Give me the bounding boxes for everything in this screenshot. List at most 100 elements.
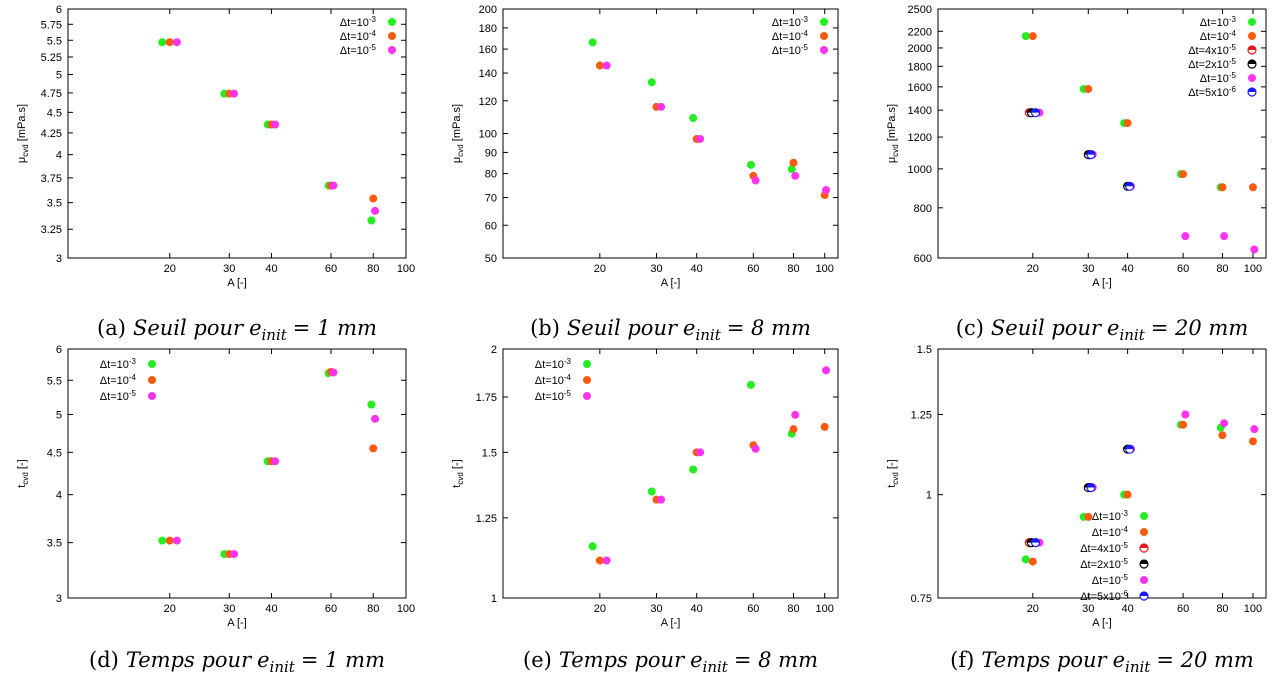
y-tick-label: 1.25: [476, 513, 497, 525]
data-point: [165, 38, 174, 47]
y-tick-label: 180: [479, 23, 497, 35]
legend-label: Δt=5x10-6: [1080, 589, 1128, 603]
y-tick-label: 3.25: [41, 224, 62, 236]
data-point: [230, 550, 239, 559]
y-tick-label: 5.75: [41, 19, 62, 31]
y-axis-label: μcvd [mPa.s]: [16, 104, 30, 163]
data-point: [230, 89, 239, 98]
chart-panel-f: 20 30 40 60 80 100 0.75 1 1.25 1.5 A [-] tcvd [-] Δt…: [886, 344, 1267, 676]
legend-label: Δt=10-5: [772, 43, 809, 57]
x-tick-label: 80: [1216, 603, 1228, 615]
legend-marker: [583, 360, 591, 368]
x-tick-label: 20: [594, 263, 606, 275]
y-tick-label: 1400: [908, 105, 932, 117]
x-tick-label: 60: [1177, 263, 1189, 275]
legend: Δt=10-3Δt=10-4Δt=10-5: [772, 15, 828, 57]
legend-label: Δt=10-5: [1092, 573, 1129, 587]
y-tick-label: 1000: [908, 164, 932, 176]
x-tick-label: 40: [691, 603, 703, 615]
legend-marker: [1139, 559, 1149, 569]
y-tick-label: 100: [479, 129, 497, 141]
data-point: [1084, 512, 1093, 521]
y-axis-label: μcvd [mPa.s]: [886, 104, 900, 163]
legend: Δt=10-3 Δt=10-4 Δt=4x10-5 Δt=2x10-5 Δt=10-5 Δ…: [1080, 509, 1149, 603]
legend-marker: [1247, 45, 1257, 55]
x-tick-label: 20: [594, 603, 606, 615]
panel-caption: (e) Temps pour einit = 8 mm: [523, 648, 818, 676]
legend-marker: [148, 392, 156, 400]
data-point: [1030, 538, 1041, 548]
legend-marker: [1139, 591, 1149, 601]
chart-panel-e: 20 30 40 60 80 100 1 1.25 1.5 1.75 2 A [-] tcvd [-] Δ…: [451, 344, 839, 676]
legend: Δt=10-3Δt=10-4Δt=10-5: [100, 357, 156, 403]
data-point: [172, 38, 181, 47]
data-point: [1086, 150, 1096, 160]
data-point: [271, 457, 280, 466]
y-tick-label: 6: [56, 344, 62, 356]
y-tick-label: 2: [491, 344, 497, 356]
data-point: [588, 542, 597, 551]
y-tick-label: 1800: [908, 61, 932, 73]
x-tick-label: 100: [816, 603, 834, 615]
y-tick-label: 4.25: [41, 128, 62, 140]
x-axis-label: A [-]: [661, 617, 681, 629]
y-tick-label: 2000: [908, 43, 932, 55]
data-point: [1123, 490, 1132, 499]
legend-marker: [1248, 18, 1256, 26]
x-tick-label: 100: [397, 263, 415, 275]
y-tick-label: 4.5: [47, 447, 62, 459]
legend-label: Δt=10-4: [100, 373, 137, 387]
chart-panel-c: 20 30 40 60 80 100 600 800 1000 1200 1400 1600 1800 2…: [886, 4, 1267, 344]
data-point: [165, 536, 174, 545]
x-tick-label: 20: [1027, 263, 1039, 275]
legend-label: Δt=10-4: [1092, 525, 1129, 539]
data-point: [791, 410, 800, 419]
legend-label: Δt=10-4: [535, 373, 572, 387]
data-point: [1218, 183, 1227, 192]
data-point: [657, 495, 666, 504]
legend-label: Δt=10-5: [535, 389, 572, 403]
legend-label: Δt=10-3: [1200, 15, 1237, 29]
data-point: [647, 487, 656, 496]
x-tick-label: 100: [1244, 263, 1262, 275]
x-tick-label: 80: [787, 263, 799, 275]
data-point: [746, 380, 755, 389]
data-point: [595, 61, 604, 70]
data-point: [1086, 482, 1096, 493]
y-tick-label: 1.5: [917, 344, 932, 356]
y-tick-label: 800: [914, 203, 932, 215]
y-tick-label: 120: [479, 96, 497, 108]
chart-panel-d: 20 30 40 60 80 100 3 3.5 4 4.5 5 5.5 6 A [-] tcvd [-] Δ…: [16, 344, 415, 676]
x-tick-label: 60: [1177, 603, 1189, 615]
data-point: [791, 171, 800, 180]
data-point: [1250, 245, 1259, 254]
y-tick-label: 5: [56, 409, 62, 421]
x-tick-label: 40: [691, 263, 703, 275]
data-point: [1179, 170, 1188, 179]
x-tick-label: 40: [1122, 603, 1134, 615]
legend-marker: [820, 32, 828, 40]
data-point: [1123, 119, 1132, 128]
legend-label: Δt=10-5: [1200, 71, 1237, 85]
legend-marker: [1248, 74, 1256, 82]
data-point: [746, 160, 755, 169]
data-point: [789, 425, 798, 434]
y-tick-label: 3: [56, 253, 62, 265]
legend-marker: [1140, 512, 1148, 520]
data-point: [1028, 557, 1037, 566]
data-point: [595, 556, 604, 565]
x-tick-label: 20: [164, 263, 176, 275]
plot-frame: [67, 8, 407, 259]
legend-marker: [820, 18, 828, 26]
y-tick-label: 4.75: [41, 88, 62, 100]
y-tick-label: 3.5: [47, 198, 62, 210]
data-point: [371, 206, 380, 215]
y-tick-label: 140: [479, 68, 497, 80]
x-tick-label: 30: [1082, 263, 1094, 275]
legend-label: Δt=4x10-5: [1080, 541, 1128, 555]
data-point: [1220, 232, 1229, 241]
legend-label: Δt=2x10-5: [1188, 57, 1236, 71]
legend-marker: [1140, 528, 1148, 536]
data-point: [657, 102, 666, 111]
x-tick-label: 80: [367, 263, 379, 275]
